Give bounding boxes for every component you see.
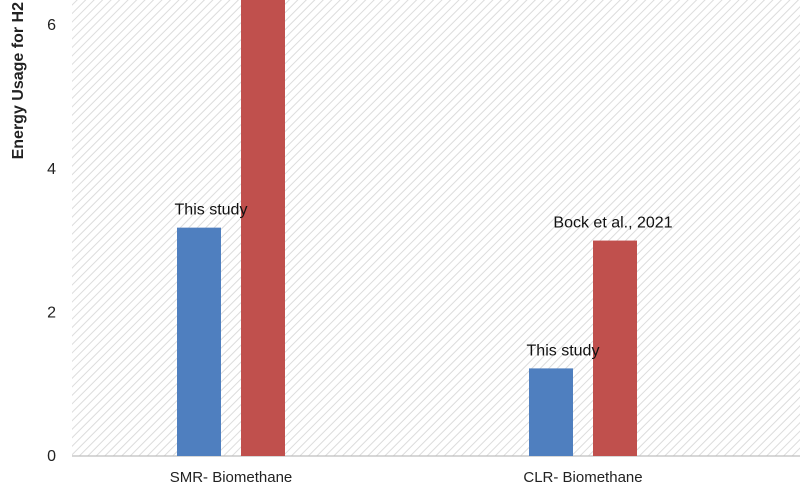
y-tick-label: 0 bbox=[47, 448, 56, 465]
bar-series2-1 bbox=[593, 240, 637, 456]
bar-annotation: This study bbox=[527, 342, 600, 359]
bar-series1-0 bbox=[177, 227, 221, 456]
y-axis-title: Energy Usage for H2 bbox=[10, 2, 27, 159]
y-tick-label: 2 bbox=[47, 304, 56, 321]
bar-annotation: Bock et al., 2021 bbox=[553, 215, 672, 232]
bar-series1-1 bbox=[529, 368, 573, 456]
y-tick-label: 4 bbox=[47, 161, 56, 178]
x-category-label: CLR- Biomethane bbox=[523, 469, 642, 486]
y-tick-label: 6 bbox=[47, 17, 56, 34]
bar-annotation: This study bbox=[175, 202, 248, 219]
bar-series2-0 bbox=[241, 0, 285, 456]
x-category-label: SMR- Biomethane bbox=[170, 469, 293, 486]
